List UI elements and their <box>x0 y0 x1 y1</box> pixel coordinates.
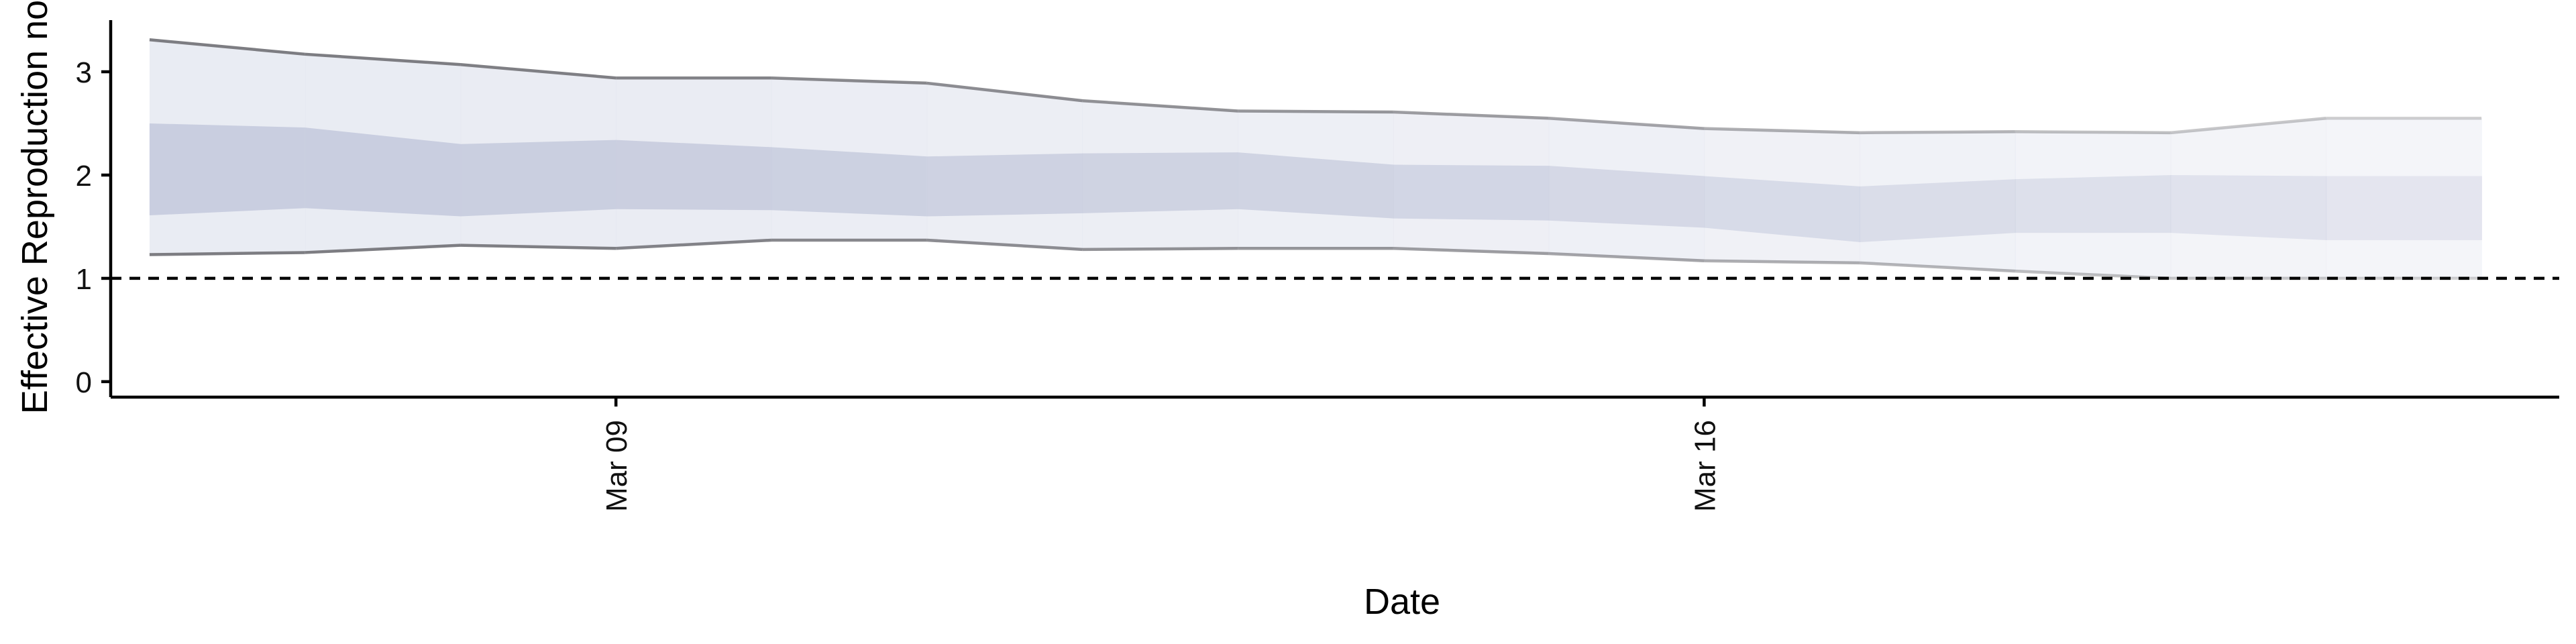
lower-bound-line <box>1548 252 1705 263</box>
inner-band-segment <box>616 140 772 211</box>
inner-band-segment <box>771 147 928 217</box>
y-tick-label: 1 <box>76 263 92 296</box>
outer-bound-lines <box>149 38 2482 280</box>
upper-bound-line <box>1860 130 2015 135</box>
inner-band-segment <box>1704 176 1860 243</box>
upper-bound-line <box>1082 99 1238 113</box>
x-tick-label: Mar 16 <box>1688 420 1721 512</box>
upper-bound-line <box>1704 127 1860 135</box>
inner-band-segment <box>1548 166 1705 228</box>
credible-interval-bands <box>149 40 2482 278</box>
upper-bound-line <box>149 38 305 56</box>
outer-band-segment <box>2326 118 2482 278</box>
inner-band-segment <box>1393 164 1550 221</box>
x-axis-title: Date <box>1364 582 1440 622</box>
x-tick-label: Mar 09 <box>600 420 633 512</box>
outer-band-segment <box>2170 118 2327 278</box>
y-axis-ticks: 0 1 2 3 <box>76 56 111 399</box>
inner-band-segment <box>2326 176 2482 240</box>
inner-band-segment <box>2015 174 2171 233</box>
x-axis-ticks: Mar 09 Mar 16 <box>600 397 1721 512</box>
y-tick-label: 2 <box>76 160 92 193</box>
inner-band-segment <box>149 123 306 216</box>
inner-band-segment <box>1860 179 2016 243</box>
upper-bound-line <box>2170 117 2326 135</box>
lower-bound-line <box>1860 261 2016 273</box>
upper-bound-line <box>926 81 1083 103</box>
outer-band-segment <box>2015 131 2171 278</box>
upper-bound-line <box>2015 130 2171 135</box>
inner-band-segment <box>1082 152 1238 213</box>
upper-bound-line <box>1548 117 1705 130</box>
lower-bound-line <box>1393 247 1549 256</box>
upper-bound-line <box>1393 110 1549 120</box>
inner-band-segment <box>460 140 616 217</box>
upper-bound-line <box>460 62 616 80</box>
y-tick-label: 3 <box>76 56 92 89</box>
inner-band-segment <box>1238 152 1394 219</box>
lower-bound-line <box>926 238 1083 252</box>
lower-bound-line <box>1082 247 1238 252</box>
y-tick-label: 0 <box>76 366 92 399</box>
lower-bound-line <box>616 238 772 250</box>
lower-bound-line <box>460 244 616 250</box>
lower-bound-line <box>1704 259 1860 265</box>
upper-bound-line <box>771 76 927 85</box>
inner-band-segment <box>926 153 1083 217</box>
upper-bound-line <box>1238 109 1393 114</box>
upper-bound-line <box>305 52 461 66</box>
lower-bound-line <box>149 251 305 256</box>
y-axis-title: Effective Reproduction no. <box>15 0 55 414</box>
inner-band-segment <box>305 127 462 217</box>
lower-bound-line <box>305 244 461 254</box>
inner-band-segment <box>2170 174 2327 240</box>
